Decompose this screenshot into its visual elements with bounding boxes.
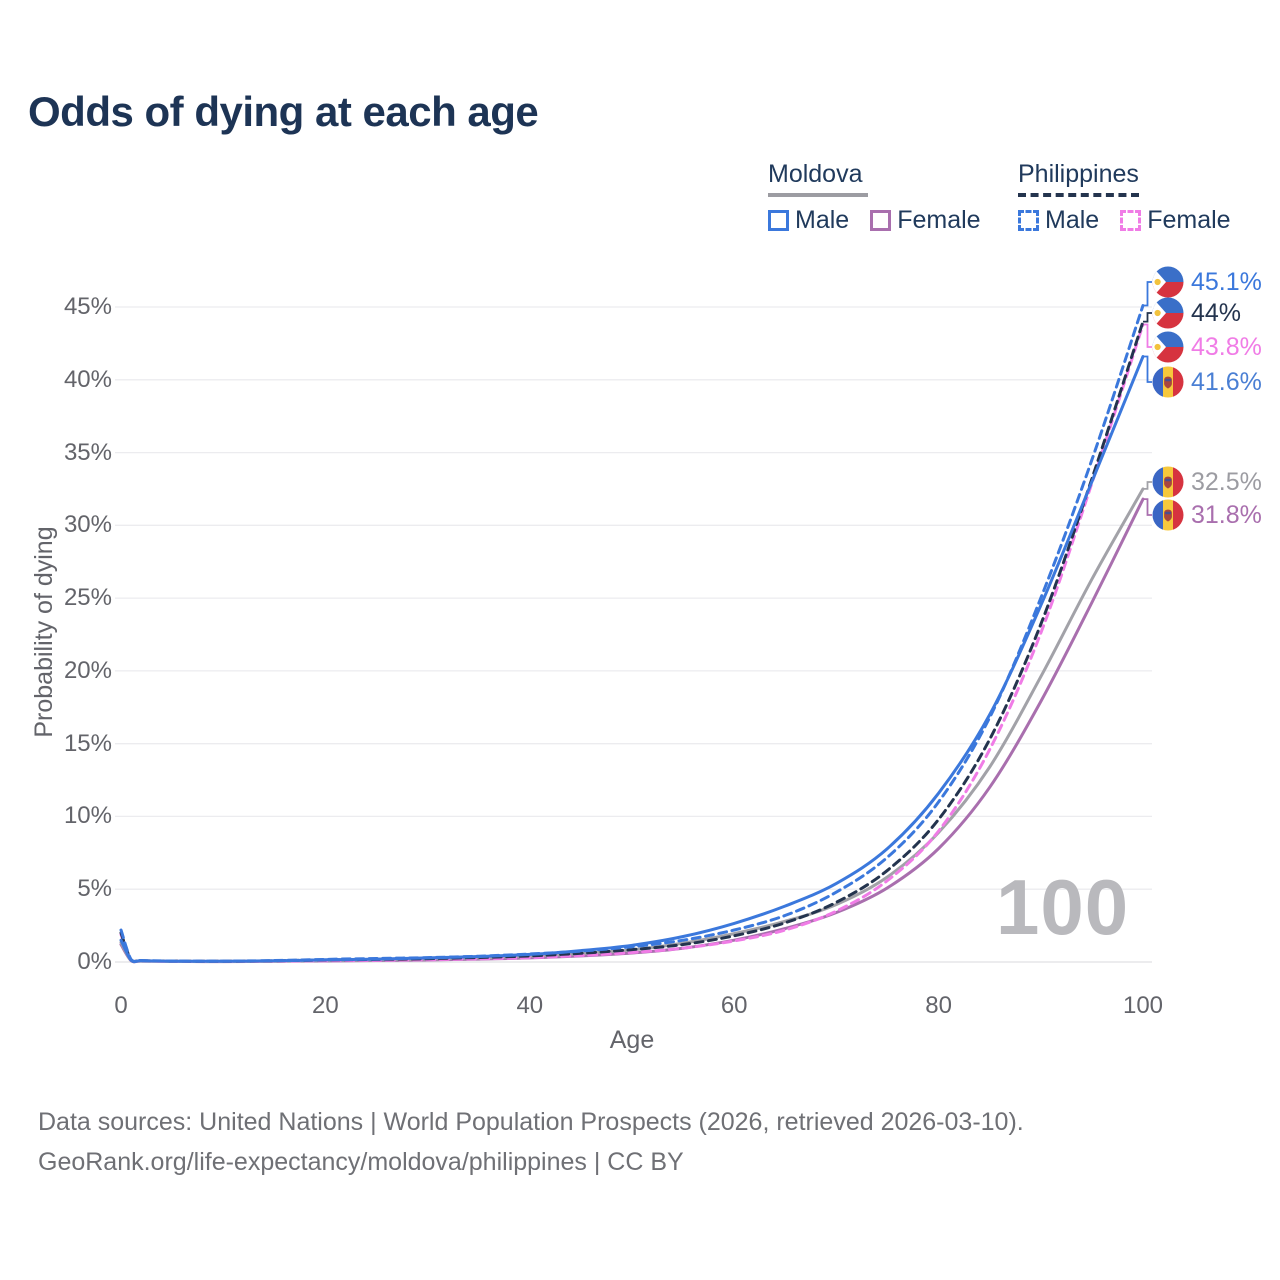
label-connector: [1143, 481, 1152, 490]
y-tick-label: 25%: [63, 584, 112, 612]
end-label-philippines-both: 44%: [1152, 296, 1241, 330]
page-title: Odds of dying at each age: [28, 88, 539, 135]
attribution-note: GeoRank.org/life-expectancy/moldova/phil…: [38, 1148, 684, 1176]
end-value: 41.6%: [1191, 368, 1262, 396]
end-value: 43.8%: [1191, 333, 1262, 361]
line-philippines-male[interactable]: [119, 304, 1145, 963]
line-moldova-both[interactable]: [119, 487, 1145, 964]
legend-title-philippines: Philippines: [1018, 160, 1139, 197]
legend-label: Male: [795, 206, 850, 234]
legend-item-moldova-male[interactable]: Male: [768, 206, 849, 235]
legend-row-philippines: Male Female: [1018, 206, 1245, 235]
legend-label: Male: [1045, 206, 1100, 234]
label-connector: [1143, 498, 1152, 516]
end-value: 45.1%: [1191, 268, 1262, 296]
y-tick-label: 10%: [63, 802, 112, 830]
y-tick-label: 45%: [63, 293, 112, 320]
moldova-flag-icon: [1152, 466, 1184, 498]
y-tick-label: 5%: [77, 875, 112, 903]
end-value: 32.5%: [1191, 468, 1262, 496]
label-connector: [1143, 355, 1152, 383]
y-tick-label: 40%: [63, 365, 112, 393]
legend-item-philippines-male[interactable]: Male: [1018, 206, 1099, 235]
end-label-philippines-male: 45.1%: [1152, 265, 1262, 299]
age-watermark: 100: [996, 863, 1130, 951]
legend-label: Female: [897, 206, 981, 234]
moldova-flag-icon: [1152, 499, 1184, 531]
label-connector: [1143, 312, 1152, 323]
philippines-female-swatch-icon: [1120, 210, 1142, 231]
legend-label: Female: [1147, 206, 1231, 234]
legend-group-moldova: Moldova Male Female: [768, 160, 995, 235]
data-source-note: Data sources: United Nations | World Pop…: [38, 1108, 1024, 1136]
x-axis-title: Age: [609, 1026, 655, 1054]
philippines-male-swatch-icon: [1018, 210, 1039, 231]
line-moldova-male[interactable]: [119, 355, 1145, 964]
end-label-moldova-male: 41.6%: [1152, 365, 1262, 399]
y-tick-label: 20%: [63, 656, 112, 684]
end-value: 44%: [1191, 299, 1242, 327]
end-value: 31.8%: [1191, 501, 1262, 529]
label-connector: [1143, 281, 1152, 307]
line-philippines-female[interactable]: [119, 323, 1145, 964]
moldova-flag-icon: [1152, 366, 1184, 398]
line-philippines-both[interactable]: [119, 320, 1145, 963]
moldova-female-swatch-icon: [870, 210, 892, 231]
legend-item-moldova-female[interactable]: Female: [870, 206, 981, 235]
x-tick-label: 0: [114, 992, 128, 1019]
x-tick-label: 60: [720, 992, 748, 1019]
philippines-flag-icon: [1152, 331, 1184, 363]
moldova-male-swatch-icon: [768, 210, 789, 231]
legend-item-philippines-female[interactable]: Female: [1120, 206, 1231, 235]
end-label-moldova-both: 32.5%: [1152, 465, 1262, 499]
y-tick-label: 30%: [63, 511, 112, 539]
x-tick-label: 80: [925, 992, 952, 1019]
x-tick-label: 100: [1122, 992, 1164, 1019]
y-tick-label: 15%: [63, 729, 112, 757]
philippines-flag-icon: [1152, 266, 1184, 298]
x-tick-label: 20: [312, 992, 339, 1019]
y-tick-label: 0%: [77, 948, 112, 975]
end-label-philippines-female: 43.8%: [1152, 330, 1262, 364]
legend-group-philippines: Philippines Male Female: [1018, 160, 1245, 235]
line-moldova-female[interactable]: [119, 497, 1145, 964]
x-tick-label: 40: [516, 992, 544, 1019]
legend-row-moldova: Male Female: [768, 206, 995, 235]
legend-title-moldova: Moldova: [768, 160, 868, 197]
philippines-flag-icon: [1152, 297, 1184, 329]
y-tick-label: 35%: [63, 438, 112, 466]
y-axis-title: Probability of dying: [30, 526, 58, 738]
end-label-moldova-female: 31.8%: [1152, 498, 1262, 532]
label-connector: [1143, 323, 1152, 348]
